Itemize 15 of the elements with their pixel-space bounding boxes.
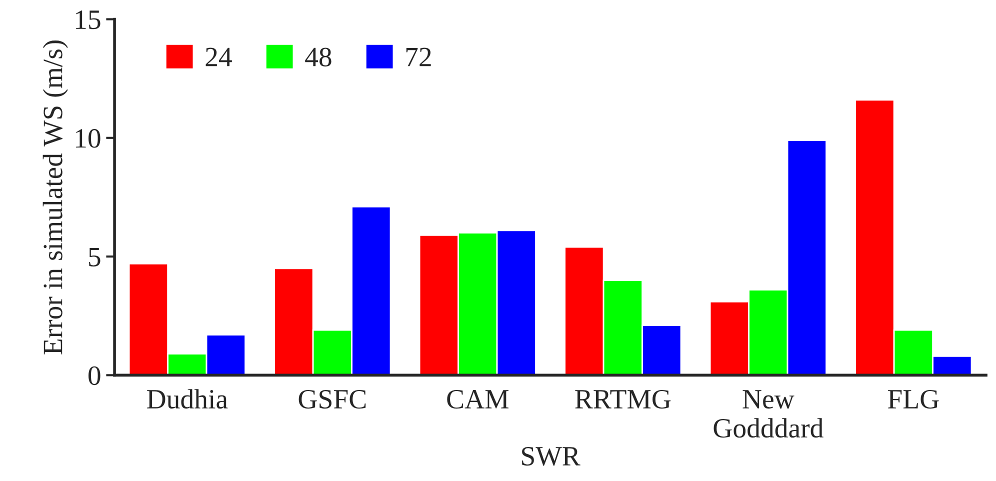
- x-tick-label: FLG: [888, 390, 939, 409]
- x-tick-label: CAM: [447, 390, 508, 409]
- y-axis-title: Error in simulated WS (m/s): [42, 40, 68, 354]
- y-tick-label: 0: [88, 366, 100, 386]
- y-tick-label: 5: [89, 248, 100, 266]
- legend-label: 48: [305, 48, 332, 66]
- y-tick-label: 10: [76, 129, 100, 148]
- x-tick-label: GSFC: [298, 390, 366, 409]
- x-tick-label: RRTMG: [575, 390, 671, 409]
- x-tick-label: New Godddard: [714, 390, 824, 438]
- legend-label: 72: [406, 48, 431, 66]
- x-tick-label: Dudhia: [147, 389, 228, 409]
- y-tick-label: 15: [76, 10, 100, 30]
- legend-label: 24: [206, 48, 232, 66]
- x-axis-title: SWR: [522, 446, 580, 466]
